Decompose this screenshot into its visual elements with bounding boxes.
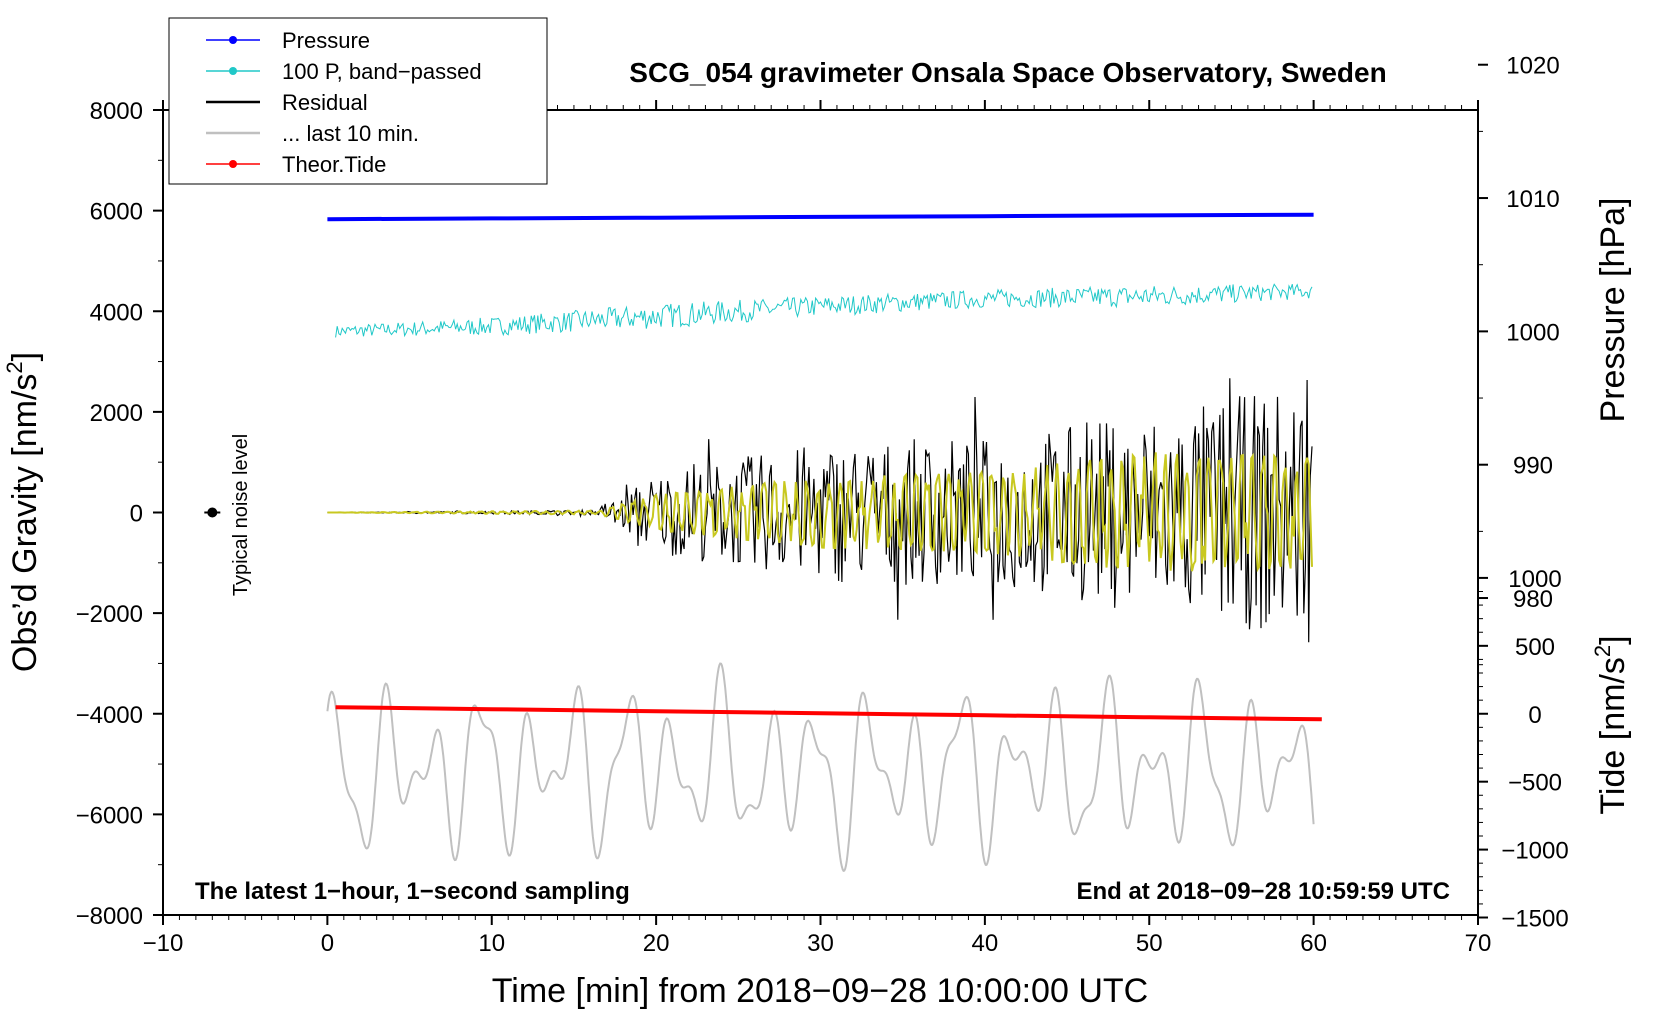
noise-level-label: Typical noise level (230, 434, 252, 596)
pressure-tick-label: 980 (1513, 586, 1553, 613)
y-tick-label: 0 (130, 501, 143, 528)
legend-marker (229, 67, 237, 75)
noise-level-marker (204, 507, 221, 518)
tide-tick-label: 0 (1528, 702, 1541, 729)
y-tick-label: 2000 (90, 400, 143, 427)
y-tick-label: 6000 (90, 199, 143, 226)
y-axis-label-tide: Tide [nm/s2] (1590, 635, 1632, 814)
sampling-annotation: The latest 1−hour, 1−second sampling (195, 878, 630, 905)
pressure-tick-label: 1010 (1506, 186, 1559, 213)
y-tick-label: −6000 (76, 802, 143, 829)
tide-tick-label: −1500 (1501, 906, 1568, 933)
x-tick-label: 50 (1136, 930, 1163, 957)
end-time-annotation: End at 2018−09−28 10:59:59 UTC (1076, 878, 1450, 905)
y-axis-label-pressure: Pressure [hPa] (1594, 198, 1632, 423)
y-tick-label: 8000 (90, 98, 143, 125)
pressure-tick-label: 1020 (1506, 53, 1559, 80)
x-tick-label: 40 (972, 930, 999, 957)
legend-label: 100 P, band−passed (282, 59, 482, 84)
x-tick-label: 30 (807, 930, 834, 957)
x-tick-label: 60 (1300, 930, 1327, 957)
tide-tick-label: 1000 (1508, 566, 1561, 593)
legend-label: Theor.Tide (282, 152, 386, 177)
x-tick-label: 10 (478, 930, 505, 957)
series-theoretical-tide (335, 705, 1322, 722)
x-tick-label: 0 (321, 930, 334, 957)
y-tick-label: 4000 (90, 299, 143, 326)
legend-label: Residual (282, 90, 368, 115)
tide-tick-label: −1000 (1501, 838, 1568, 865)
tide-tick-label: −500 (1508, 770, 1562, 797)
legend-items: Pressure 100 P, band−passed Residual ... la… (206, 28, 482, 177)
y-tick-label: −2000 (76, 601, 143, 628)
legend-marker (229, 36, 237, 44)
legend-marker (229, 160, 237, 168)
pressure-tick-label: 1000 (1506, 319, 1559, 346)
legend-label: Pressure (282, 28, 370, 53)
x-tick-label: −10 (143, 930, 184, 957)
y-tick-label: −8000 (76, 903, 143, 930)
y-tick-label: −4000 (76, 702, 143, 729)
series-band-passed-pressure (335, 283, 1313, 338)
x-tick-label: 20 (643, 930, 670, 957)
y-axis-label-left: Obs’d Gravity [nm/s2] (2, 352, 44, 672)
noise-level-dot (207, 507, 218, 518)
legend-label: ... last 10 min. (282, 121, 419, 146)
series-last-10-min (326, 662, 1315, 872)
x-tick-label: 70 (1465, 930, 1492, 957)
pressure-tick-label: 990 (1513, 453, 1553, 480)
axis-ticks: −10 0 10 20 30 40 50 60 7080006000400020000−2000… (76, 53, 1569, 957)
x-axis-label: Time [min] from 2018−09−28 10:00:00 UTC (492, 972, 1148, 1010)
chart-title: SCG_054 gravimeter Onsala Space Observat… (629, 57, 1386, 88)
tide-tick-label: 500 (1515, 634, 1555, 661)
legend: Pressure 100 P, band−passed Residual ... la… (168, 17, 548, 185)
series-residual-filtered (327, 452, 1313, 573)
data-series (326, 212, 1322, 872)
series-pressure (327, 212, 1314, 222)
series-residual (327, 378, 1313, 643)
